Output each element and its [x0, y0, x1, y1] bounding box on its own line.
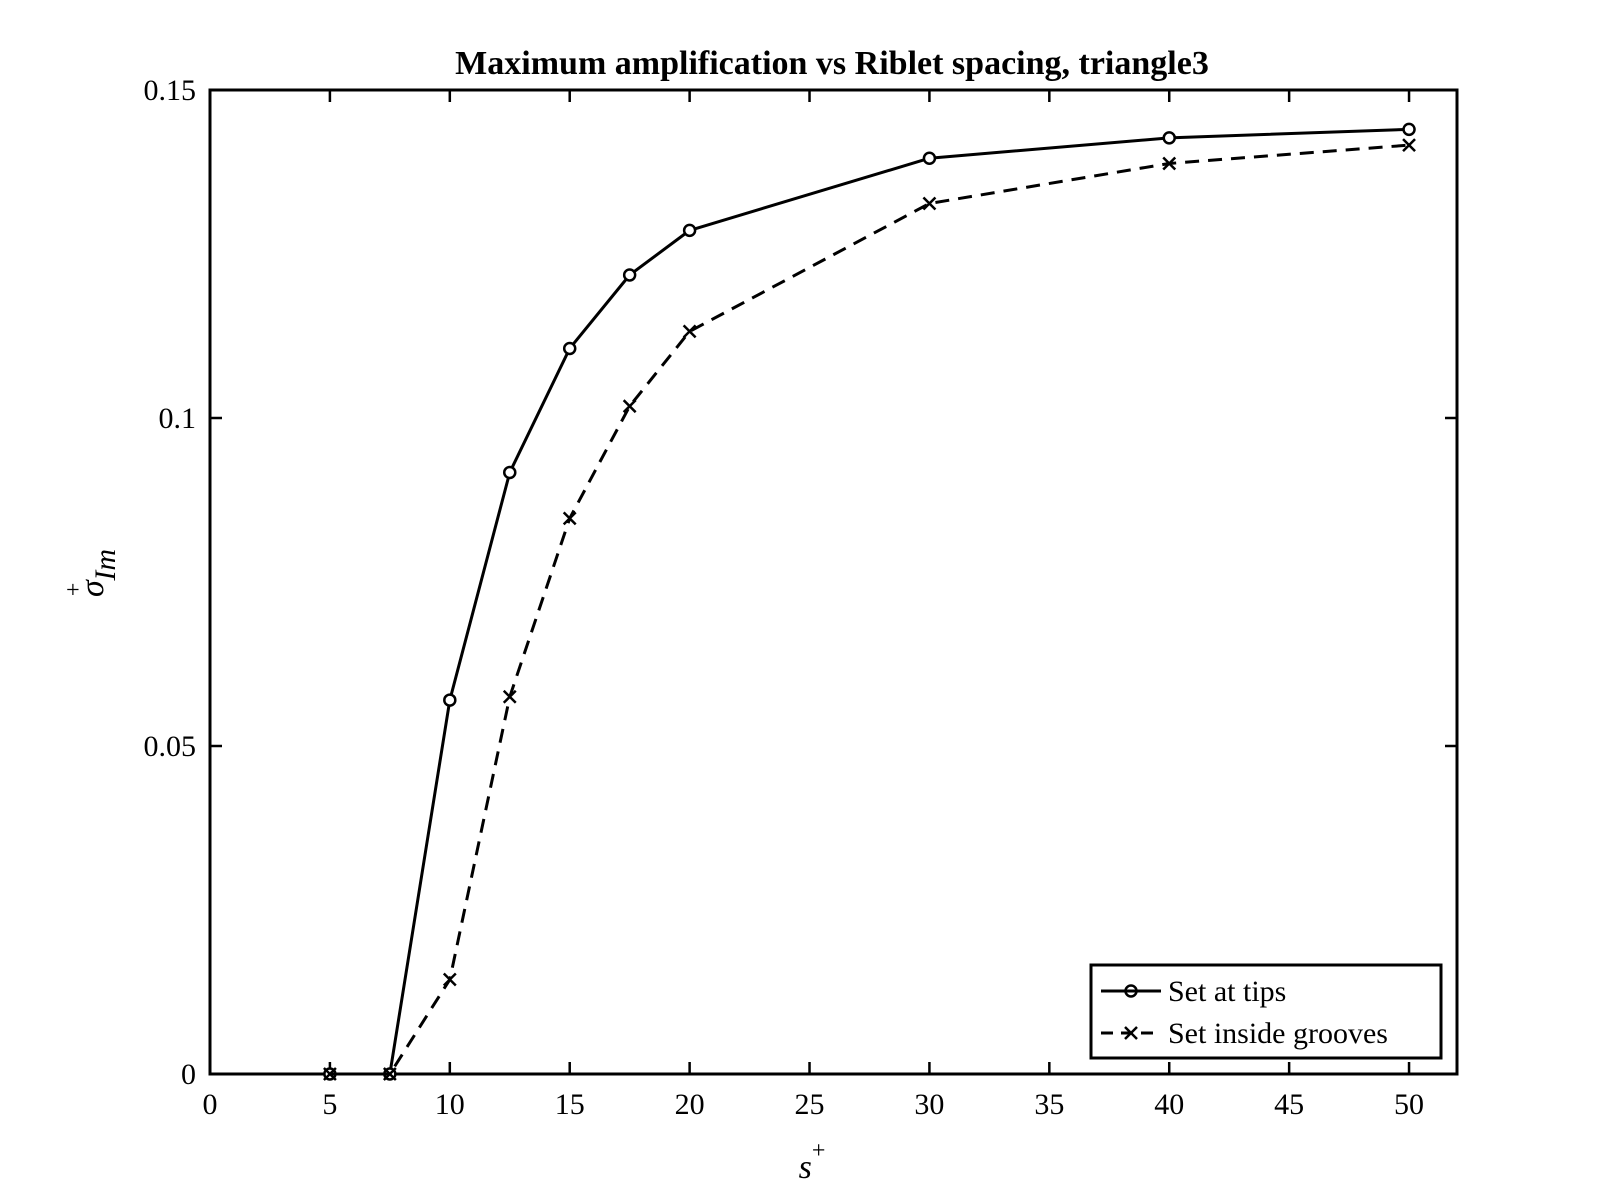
- series-layer: [323, 122, 1416, 1081]
- y-axis-label: σ+Im: [61, 549, 122, 597]
- legend-item-set-inside-grooves: Set inside grooves: [1101, 1017, 1388, 1050]
- plot-frame: [208, 88, 1459, 1076]
- data-point: [1402, 138, 1416, 152]
- data-point: [382, 1067, 397, 1081]
- data-point: [562, 511, 577, 526]
- data-point: [622, 399, 637, 414]
- series-line-set-at-tips: [329, 127, 1410, 1076]
- legend: Set at tips Set inside grooves: [1089, 963, 1443, 1060]
- data-point: [682, 324, 697, 339]
- y-tick-label: 0: [181, 1058, 196, 1091]
- x-tick-label: 50: [1394, 1088, 1424, 1121]
- x-tick-label: 25: [795, 1088, 825, 1121]
- x-tick-label: 10: [435, 1088, 465, 1121]
- data-point: [682, 223, 697, 238]
- x-tick-label: 40: [1154, 1088, 1184, 1121]
- legend-box: [1089, 963, 1443, 1060]
- x-tick-label: 5: [322, 1088, 337, 1121]
- legend-label-set-inside-grooves: Set inside grooves: [1168, 1017, 1388, 1050]
- legend-item-set-at-tips: Set at tips: [1101, 975, 1286, 1008]
- x-tick-label: 35: [1034, 1088, 1064, 1121]
- data-point: [442, 972, 457, 987]
- y-tick-label: 0.05: [144, 730, 197, 763]
- y-axis: 0 0.05 0.1 0.15: [144, 74, 1457, 1091]
- data-point: [443, 693, 457, 707]
- data-point: [1162, 131, 1176, 145]
- x-tick-label: 0: [203, 1088, 218, 1121]
- x-tick-label: 45: [1274, 1088, 1304, 1121]
- x-axis: 0 5 10 15 20 25 30 35 40 45 50: [203, 90, 1424, 1121]
- legend-marker-set-inside-grooves: [1124, 1026, 1138, 1040]
- legend-marker-set-at-tips: [1124, 984, 1138, 998]
- series-line-set-inside-grooves: [329, 143, 1410, 1076]
- svg-text:σ+Im: σ+Im: [61, 549, 122, 597]
- series-set-inside-grooves: [323, 138, 1416, 1081]
- plot-area: [208, 88, 1459, 1076]
- data-point: [323, 1067, 337, 1081]
- y-tick-label: 0.15: [144, 74, 197, 107]
- x-tick-label: 20: [675, 1088, 705, 1121]
- data-point: [503, 465, 517, 480]
- legend-label-set-at-tips: Set at tips: [1168, 975, 1286, 1008]
- y-tick-label: 0.1: [159, 402, 197, 435]
- chart-title: Maximum amplification vs Riblet spacing,…: [455, 45, 1209, 82]
- data-point: [562, 341, 577, 356]
- data-point: [922, 151, 937, 165]
- x-tick-label: 30: [914, 1088, 944, 1121]
- data-point: [1162, 156, 1177, 171]
- data-point: [922, 196, 937, 211]
- x-tick-label: 15: [555, 1088, 585, 1121]
- x-axis-label: s+: [799, 1138, 826, 1186]
- data-point: [622, 268, 637, 282]
- data-point: [1402, 122, 1416, 137]
- data-point: [502, 689, 517, 704]
